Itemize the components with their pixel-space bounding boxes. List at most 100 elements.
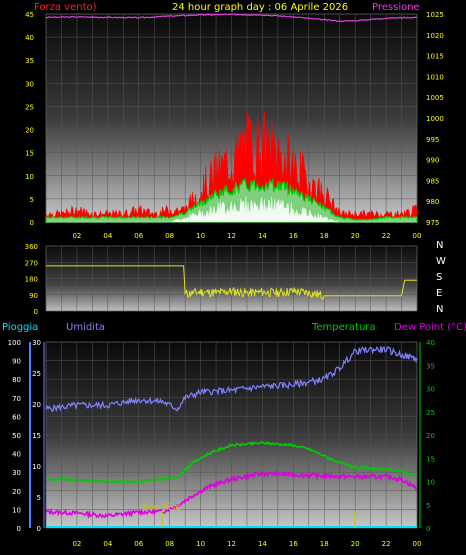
climate-x-tick-label: 02 bbox=[72, 540, 81, 548]
wind-x-tick-label: 04 bbox=[103, 232, 112, 240]
temperature-tick-label: 10 bbox=[426, 479, 435, 487]
humidity-tick-label: 30 bbox=[12, 469, 21, 477]
climate-x-tick-label: 16 bbox=[289, 540, 298, 548]
direction-tick-label: 90 bbox=[29, 292, 38, 300]
humidity-series bbox=[45, 345, 418, 413]
pressure-tick-label: 1015 bbox=[426, 53, 444, 61]
wind-x-tick-label: 12 bbox=[227, 232, 236, 240]
temperature-axis-header: Temperatura bbox=[311, 322, 376, 333]
rain-axis-header: Pioggia bbox=[2, 322, 38, 333]
temperature-tick-label: 0 bbox=[426, 525, 430, 533]
direction-panel-grid bbox=[45, 245, 418, 312]
wind-x-tick-label: 08 bbox=[165, 232, 174, 240]
rain-tick-label: 30 bbox=[32, 339, 41, 347]
climate-x-tick-label: 10 bbox=[196, 540, 205, 548]
temperature-tick-label: 5 bbox=[426, 502, 430, 510]
humidity-axis-ticks: 0 10 20 30 40 50 60 70 80 90 100 bbox=[8, 339, 21, 533]
wind-tick-label: 0 bbox=[30, 219, 34, 227]
direction-series bbox=[46, 265, 417, 301]
direction-tick-label: 0 bbox=[34, 308, 38, 316]
humidity-tick-label: 100 bbox=[8, 339, 21, 347]
wind-tick-label: 10 bbox=[25, 173, 34, 181]
wind-x-tick-label: 10 bbox=[196, 232, 205, 240]
humidity-tick-label: 80 bbox=[12, 376, 21, 384]
climate-x-tick-label: 06 bbox=[134, 540, 143, 548]
compass-label: E bbox=[436, 288, 442, 299]
wind-tick-label: 25 bbox=[25, 103, 34, 111]
wind-x-tick-label: 00 bbox=[413, 232, 422, 240]
wind-x-tick-label: 18 bbox=[320, 232, 329, 240]
climate-x-tick-label: 14 bbox=[258, 540, 267, 548]
temperature-tick-label: 35 bbox=[426, 362, 435, 370]
wind-tick-label: 5 bbox=[30, 196, 34, 204]
wind-average-series bbox=[45, 177, 418, 223]
humidity-tick-label: 0 bbox=[17, 525, 21, 533]
pressure-axis-label: Pressione bbox=[372, 2, 420, 13]
compass-label: W bbox=[436, 256, 446, 267]
wind-x-tick-label: 14 bbox=[258, 232, 267, 240]
wind-tick-label: 15 bbox=[25, 150, 34, 158]
direction-tick-label: 360 bbox=[25, 243, 38, 251]
wind-min-series bbox=[46, 196, 417, 223]
climate-x-tick-label: 20 bbox=[351, 540, 360, 548]
wind-direction-series bbox=[46, 265, 417, 301]
pressure-tick-label: 975 bbox=[426, 219, 439, 227]
pressure-tick-label: 1025 bbox=[426, 11, 444, 19]
compass-label: S bbox=[436, 272, 442, 283]
humidity-tick-label: 50 bbox=[12, 432, 21, 440]
dew-point-axis-header: Dew Point (°C) bbox=[394, 322, 466, 333]
humidity-tick-label: 20 bbox=[12, 488, 21, 496]
wind-x-tick-label: 02 bbox=[72, 232, 81, 240]
rain-tick-label: 25 bbox=[32, 370, 41, 378]
dew-point-series bbox=[45, 470, 418, 520]
pressure-tick-label: 1005 bbox=[426, 94, 444, 102]
humidity-tick-label: 40 bbox=[12, 451, 21, 459]
wind-x-tick-label: 20 bbox=[351, 232, 360, 240]
pressure-axis-ticks: 975 980 985 990 995 1000 1005 1010 1015 1020 1025 bbox=[426, 11, 444, 227]
wind-x-tick-label: 06 bbox=[134, 232, 143, 240]
rain-humidity-temperature-panel: 0 10 20 30 40 50 60 70 80 90 100 0 5 10 15 20 25 30 0 5 10… bbox=[8, 339, 435, 548]
pressure-series bbox=[45, 13, 418, 23]
wind-tick-label: 30 bbox=[25, 80, 34, 88]
rain-tick-label: 0 bbox=[37, 525, 41, 533]
compass-label: N bbox=[436, 304, 443, 315]
temperature-tick-label: 25 bbox=[426, 409, 435, 417]
wind-tick-label: 20 bbox=[25, 127, 34, 135]
rain-tick-label: 20 bbox=[32, 401, 41, 409]
climate-panel-x-ticks: 02 04 06 08 10 12 14 16 18 20 22 00 bbox=[72, 540, 421, 548]
wind-axis-ticks: 0 5 10 15 20 25 30 35 40 45 bbox=[25, 11, 34, 227]
climate-series bbox=[45, 345, 418, 528]
wind-tick-label: 45 bbox=[25, 11, 34, 19]
humidity-tick-label: 70 bbox=[12, 395, 21, 403]
pressure-tick-label: 990 bbox=[426, 157, 439, 165]
climate-x-tick-label: 18 bbox=[320, 540, 329, 548]
temperature-tick-label: 40 bbox=[426, 339, 435, 347]
rain-tick-label: 5 bbox=[37, 494, 41, 502]
climate-x-tick-label: 12 bbox=[227, 540, 236, 548]
wind-tick-label: 40 bbox=[25, 34, 34, 42]
wind-tick-label: 35 bbox=[25, 57, 34, 65]
humidity-tick-label: 10 bbox=[12, 506, 21, 514]
temperature-tick-label: 30 bbox=[426, 386, 435, 394]
temperature-series bbox=[45, 440, 418, 485]
wind-x-tick-label: 16 bbox=[289, 232, 298, 240]
pressure-tick-label: 985 bbox=[426, 177, 439, 185]
wind-x-tick-label: 22 bbox=[382, 232, 391, 240]
direction-axis-ticks: 0 90 180 270 360 bbox=[25, 243, 38, 316]
pressure-tick-label: 1000 bbox=[426, 115, 444, 123]
direction-tick-label: 180 bbox=[25, 276, 38, 284]
pressure-tick-label: 980 bbox=[426, 198, 439, 206]
humidity-tick-label: 60 bbox=[12, 413, 21, 421]
temperature-tick-label: 15 bbox=[426, 455, 435, 463]
pressure-tick-label: 1020 bbox=[426, 32, 444, 40]
pressure-tick-label: 995 bbox=[426, 136, 439, 144]
wind-panel-x-ticks: 02 04 06 08 10 12 14 16 18 20 22 00 bbox=[72, 232, 421, 240]
wind-series bbox=[45, 13, 418, 223]
temperature-axis-ticks: 0 5 10 15 20 25 30 35 40 bbox=[426, 339, 435, 533]
rain-axis-ticks: 0 5 10 15 20 25 30 bbox=[32, 339, 41, 533]
compass-label: N bbox=[436, 240, 443, 251]
direction-tick-label: 270 bbox=[25, 259, 38, 267]
